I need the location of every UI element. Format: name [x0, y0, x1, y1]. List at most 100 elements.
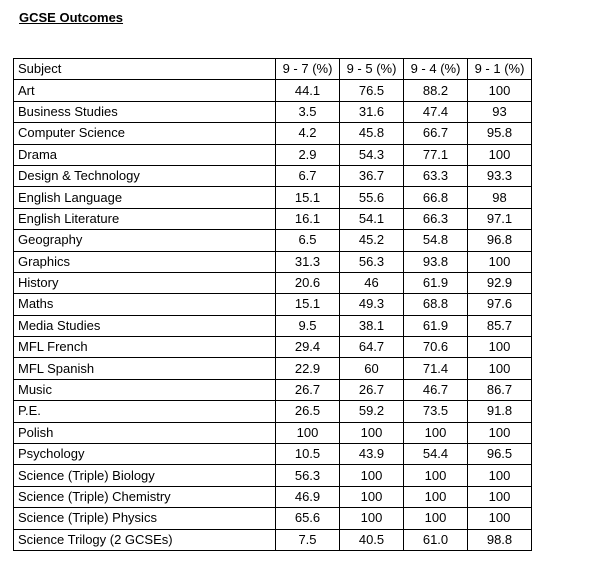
table-row: Science (Triple) Physics 65.6 100 100 100 [13, 507, 532, 530]
cell-grade-9-5: 45.2 [339, 229, 404, 252]
cell-grade-9-5: 59.2 [339, 400, 404, 423]
cell-grade-9-7: 3.5 [275, 100, 340, 124]
table-row: Computer Science 4.2 45.8 66.7 95.8 [13, 122, 532, 145]
cell-grade-9-4: 54.4 [403, 443, 468, 466]
cell-subject: Computer Science [13, 122, 276, 145]
cell-subject: Science (Triple) Physics [13, 507, 276, 530]
cell-grade-9-4: 66.8 [403, 186, 468, 209]
cell-grade-9-5: 55.6 [339, 186, 404, 209]
column-header-subject: Subject [13, 57, 276, 81]
cell-subject: Music [13, 378, 276, 402]
cell-grade-9-7: 44.1 [275, 79, 340, 102]
cell-grade-9-1: 85.7 [467, 314, 532, 338]
column-header-grade-9-4: 9 - 4 (%) [403, 57, 468, 81]
table-row: Drama 2.9 54.3 77.1 100 [13, 143, 532, 166]
table-body: Art 44.1 76.5 88.2 100 Business Studies 3.5 31.… [13, 79, 532, 551]
cell-grade-9-4: 68.8 [403, 293, 468, 316]
cell-grade-9-5: 31.6 [339, 100, 404, 124]
cell-subject: Graphics [13, 250, 276, 273]
table-row: Music 26.7 26.7 46.7 86.7 [13, 378, 532, 402]
table-row: Science (Triple) Chemistry 46.9 100 100 100 [13, 485, 532, 509]
table-row: Design & Technology 6.7 36.7 63.3 93.3 [13, 164, 532, 188]
cell-grade-9-5: 36.7 [339, 164, 404, 188]
table-row: Psychology 10.5 43.9 54.4 96.5 [13, 443, 532, 466]
cell-grade-9-1: 100 [467, 357, 532, 380]
table-row: English Language 15.1 55.6 66.8 98 [13, 186, 532, 209]
cell-grade-9-1: 96.5 [467, 443, 532, 466]
cell-subject: Science (Triple) Biology [13, 464, 276, 487]
cell-subject: Business Studies [13, 100, 276, 124]
cell-grade-9-5: 54.3 [339, 143, 404, 166]
cell-subject: English Literature [13, 207, 276, 231]
cell-grade-9-7: 9.5 [275, 314, 340, 338]
cell-grade-9-4: 100 [403, 485, 468, 509]
cell-grade-9-4: 77.1 [403, 143, 468, 166]
cell-subject: Design & Technology [13, 164, 276, 188]
cell-subject: English Language [13, 186, 276, 209]
cell-grade-9-1: 97.1 [467, 207, 532, 231]
cell-grade-9-5: 45.8 [339, 122, 404, 145]
table-row: History 20.6 46 61.9 92.9 [13, 271, 532, 295]
cell-grade-9-5: 100 [339, 507, 404, 530]
cell-grade-9-5: 100 [339, 421, 404, 445]
table-row: Geography 6.5 45.2 54.8 96.8 [13, 229, 532, 252]
cell-grade-9-7: 16.1 [275, 207, 340, 231]
cell-grade-9-4: 63.3 [403, 164, 468, 188]
cell-grade-9-5: 40.5 [339, 528, 404, 551]
cell-grade-9-4: 100 [403, 421, 468, 445]
cell-grade-9-5: 43.9 [339, 443, 404, 466]
cell-grade-9-1: 91.8 [467, 400, 532, 423]
table-row: Graphics 31.3 56.3 93.8 100 [13, 250, 532, 273]
cell-subject: Polish [13, 421, 276, 445]
cell-grade-9-1: 97.6 [467, 293, 532, 316]
table-row: P.E. 26.5 59.2 73.5 91.8 [13, 400, 532, 423]
cell-grade-9-1: 100 [467, 79, 532, 102]
cell-grade-9-4: 61.9 [403, 314, 468, 338]
cell-grade-9-4: 46.7 [403, 378, 468, 402]
cell-grade-9-7: 10.5 [275, 443, 340, 466]
cell-grade-9-1: 95.8 [467, 122, 532, 145]
cell-grade-9-5: 100 [339, 464, 404, 487]
table-row: Polish 100 100 100 100 [13, 421, 532, 445]
cell-grade-9-5: 60 [339, 357, 404, 380]
cell-grade-9-7: 100 [275, 421, 340, 445]
cell-subject: Science Trilogy (2 GCSEs) [13, 528, 276, 551]
cell-subject: Science (Triple) Chemistry [13, 485, 276, 509]
cell-grade-9-5: 46 [339, 271, 404, 295]
cell-subject: History [13, 271, 276, 295]
cell-grade-9-4: 66.7 [403, 122, 468, 145]
gcse-outcomes-table: Subject 9 - 7 (%) 9 - 5 (%) 9 - 4 (%) 9 … [13, 57, 532, 551]
cell-grade-9-4: 71.4 [403, 357, 468, 380]
table-row: Science (Triple) Biology 56.3 100 100 100 [13, 464, 532, 487]
table-row: MFL French 29.4 64.7 70.6 100 [13, 336, 532, 359]
cell-grade-9-5: 26.7 [339, 378, 404, 402]
cell-grade-9-7: 20.6 [275, 271, 340, 295]
cell-grade-9-4: 93.8 [403, 250, 468, 273]
cell-grade-9-4: 61.9 [403, 271, 468, 295]
cell-grade-9-4: 61.0 [403, 528, 468, 551]
cell-subject: Psychology [13, 443, 276, 466]
cell-grade-9-1: 93.3 [467, 164, 532, 188]
page-title: GCSE Outcomes [19, 10, 124, 25]
cell-grade-9-5: 38.1 [339, 314, 404, 338]
cell-grade-9-4: 88.2 [403, 79, 468, 102]
cell-grade-9-4: 47.4 [403, 100, 468, 124]
cell-subject: Geography [13, 229, 276, 252]
cell-grade-9-7: 15.1 [275, 293, 340, 316]
cell-grade-9-4: 100 [403, 464, 468, 487]
cell-grade-9-1: 100 [467, 464, 532, 487]
cell-grade-9-7: 26.5 [275, 400, 340, 423]
table-row: Art 44.1 76.5 88.2 100 [13, 79, 532, 102]
cell-grade-9-1: 93 [467, 100, 532, 124]
cell-grade-9-7: 29.4 [275, 336, 340, 359]
cell-grade-9-7: 4.2 [275, 122, 340, 145]
cell-grade-9-7: 6.7 [275, 164, 340, 188]
cell-subject: Drama [13, 143, 276, 166]
cell-grade-9-7: 46.9 [275, 485, 340, 509]
cell-grade-9-4: 100 [403, 507, 468, 530]
cell-grade-9-1: 92.9 [467, 271, 532, 295]
cell-subject: Media Studies [13, 314, 276, 338]
table-row: Media Studies 9.5 38.1 61.9 85.7 [13, 314, 532, 338]
cell-grade-9-1: 100 [467, 336, 532, 359]
cell-grade-9-1: 100 [467, 485, 532, 509]
